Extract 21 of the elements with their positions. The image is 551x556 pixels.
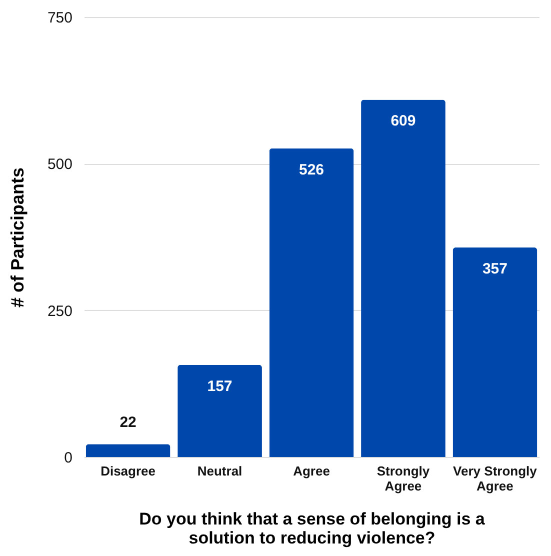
y-axis-title: # of Participants (7, 167, 28, 308)
x-tick-label: Strongly Agree (376, 464, 430, 494)
x-tick-label: Very Strongly Agree (453, 464, 538, 494)
y-tick-label: 250 (47, 302, 72, 320)
bar (361, 100, 446, 457)
data-label: 609 (390, 112, 416, 130)
data-label: 526 (298, 161, 324, 178)
x-tick-label: Agree (293, 464, 330, 478)
bar (178, 364, 262, 457)
x-tick-label: Disagree (100, 464, 156, 478)
x-axis-title: Do you think that a sense of belonging is a solution to reducing violence? (139, 510, 486, 548)
x-tick-label: Neutral (197, 464, 242, 478)
data-label: 22 (120, 414, 136, 432)
bar (86, 444, 170, 457)
y-tick-label: 0 (64, 450, 72, 466)
bar (269, 148, 354, 457)
bar (452, 248, 538, 457)
data-label: 157 (207, 378, 232, 395)
y-tick-label: 500 (47, 156, 72, 174)
y-tick-label: 750 (47, 10, 72, 26)
data-label: 357 (482, 260, 508, 278)
